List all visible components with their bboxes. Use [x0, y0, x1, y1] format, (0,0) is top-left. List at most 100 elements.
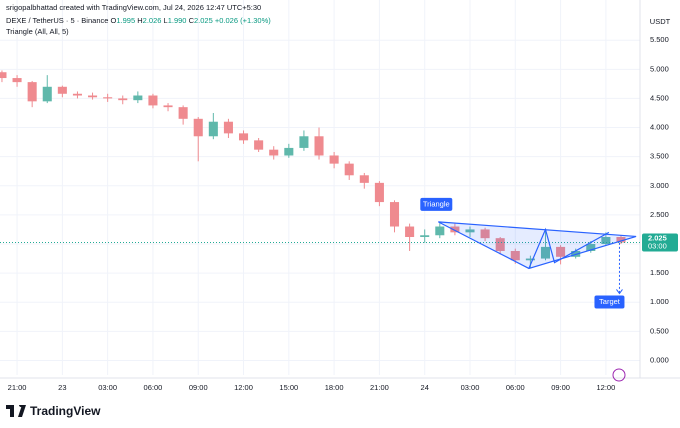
triangle-tag	[420, 197, 453, 211]
ohlc-key: O	[110, 16, 117, 25]
ohlc-key: C	[188, 16, 194, 25]
y-tick-label: 4.500	[650, 93, 669, 102]
candle-body	[314, 136, 324, 156]
candle-body	[238, 133, 249, 141]
y-tick-label: 5.500	[650, 35, 669, 44]
candle-body	[12, 78, 22, 83]
ohlc-value: 1.990	[167, 16, 187, 25]
candle-body	[405, 226, 415, 238]
logo[interactable]: TradingView	[6, 404, 100, 418]
triangle-label: Triangle	[423, 199, 450, 208]
candle-body	[133, 95, 143, 101]
logo-icon	[6, 405, 26, 417]
candle-body	[389, 202, 400, 227]
candle-body	[0, 72, 7, 79]
ohlc-key: H	[137, 16, 143, 25]
target-tag	[594, 295, 625, 309]
candle-body	[525, 258, 535, 261]
candle-body	[510, 250, 520, 261]
candle-body	[420, 235, 430, 238]
candle-body	[495, 238, 505, 251]
indicator[interactable]: Triangle (All, All, 5)	[6, 27, 69, 36]
y-tick-label: 3.500	[650, 152, 669, 161]
x-tick-label: 21:00	[8, 383, 27, 392]
x-tick-label: 12:00	[234, 383, 253, 392]
candle-body	[72, 93, 82, 96]
candle-body	[465, 229, 475, 233]
candle-body	[57, 86, 67, 94]
y-tick-label: 0.000	[650, 355, 669, 364]
candle-body	[540, 246, 551, 259]
y-tick-label: 4.000	[650, 123, 669, 132]
candle-body	[208, 121, 218, 137]
candle-body	[103, 97, 113, 99]
ohlc-item: H2.026	[137, 16, 163, 25]
candle-body	[42, 86, 52, 102]
candle-body	[344, 163, 354, 176]
triangle-zigzag	[528, 227, 610, 269]
x-tick-label: 21:00	[370, 383, 389, 392]
legend: DEXE / TetherUS · 5 · Binance O1.995 H2.…	[6, 16, 271, 25]
candle-body	[450, 226, 460, 233]
candle-body	[254, 140, 264, 150]
ohlc-item: O1.995	[111, 16, 138, 25]
x-tick-label: 03:00	[98, 383, 117, 392]
target-label: Target	[599, 297, 621, 306]
x-tick-label: 23	[58, 383, 66, 392]
change: +0.026 (+1.30%)	[214, 16, 271, 25]
candle-body	[284, 147, 294, 156]
candle-body	[601, 237, 611, 244]
currency: USDT	[650, 17, 671, 26]
replay-icon[interactable]	[612, 368, 626, 382]
axis-panel	[640, 0, 680, 428]
y-tick-label: 0.500	[650, 326, 669, 335]
candle-body	[148, 95, 158, 106]
candle-body	[329, 155, 339, 164]
x-tick-label: 24	[421, 383, 429, 392]
countdown: 03:00	[648, 242, 667, 251]
last-price-label: 2.025	[648, 234, 667, 243]
y-tick-label: 5.000	[650, 64, 669, 73]
candle-body	[480, 229, 490, 239]
ohlc-item: L1.990	[164, 16, 189, 25]
target-head	[616, 289, 623, 295]
candle-body	[223, 121, 233, 134]
x-tick-label: 03:00	[461, 383, 480, 392]
x-tick-label: 09:00	[551, 383, 570, 392]
candle-body	[556, 246, 566, 257]
candle-body	[616, 237, 626, 243]
credit: srigopalbhattad created with TradingView…	[6, 3, 262, 12]
ohlc-item: C2.025	[189, 16, 215, 25]
candle-body	[27, 82, 37, 102]
x-tick-label: 12:00	[596, 383, 615, 392]
brand: TradingView	[30, 404, 101, 418]
candle-body	[435, 226, 445, 236]
last-price-box	[642, 233, 678, 252]
x-tick-label: 06:00	[506, 383, 525, 392]
ohlc-value: 2.026	[142, 16, 162, 25]
y-tick-label: 2.500	[650, 210, 669, 219]
y-tick-label: 1.000	[650, 297, 669, 306]
candle-body	[118, 98, 128, 101]
x-tick-label: 15:00	[279, 383, 298, 392]
x-tick-label: 06:00	[144, 383, 163, 392]
triangle-area	[438, 221, 637, 270]
candle-body	[374, 182, 384, 203]
candle-body	[193, 118, 203, 137]
candle-body	[269, 149, 279, 156]
symbol[interactable]: DEXE / TetherUS · 5 · Binance	[6, 16, 109, 25]
candle-body	[163, 105, 173, 108]
y-tick-label: 3.000	[650, 181, 669, 190]
candle-body	[88, 95, 98, 98]
y-tick-label: 1.500	[650, 268, 669, 277]
x-tick-label: 18:00	[325, 383, 344, 392]
ohlc-key: L	[163, 16, 168, 25]
x-tick-label: 09:00	[189, 383, 208, 392]
ohlc-value: 2.025	[194, 16, 213, 25]
candle-body	[359, 175, 369, 183]
ohlc: O1.995 H2.026 L1.990 C2.025	[111, 16, 215, 25]
candle-body	[586, 243, 596, 251]
candle-body	[299, 136, 309, 148]
